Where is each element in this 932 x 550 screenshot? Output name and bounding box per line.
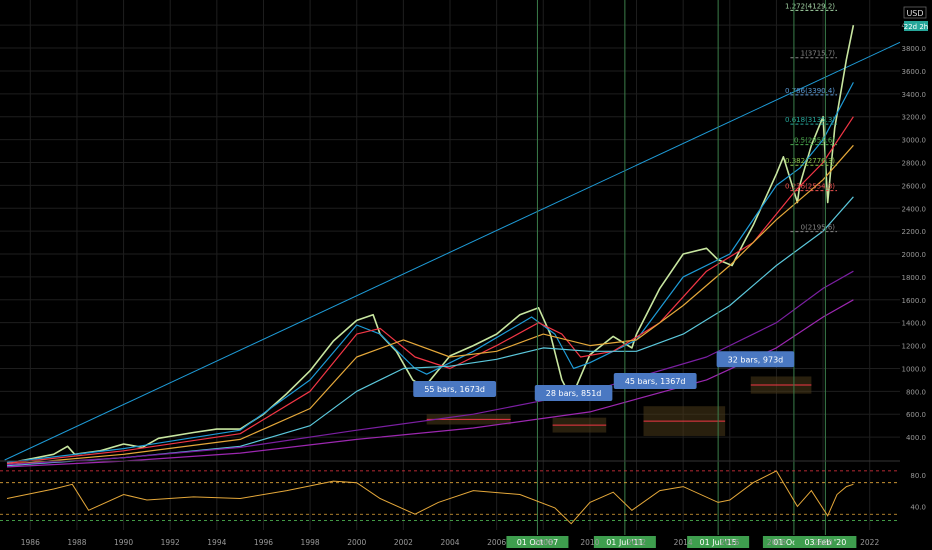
time-tick-label: 1998 [301,538,320,547]
range-boxes [426,376,812,436]
rsi-line [6,470,854,525]
vertical-marker-label: 01 Jul '15 [699,538,736,547]
rsi-tick-label: 80.0 [910,472,926,480]
moving-average-line [6,196,854,467]
bar-count-badge [613,373,697,390]
time-tick-label: 1994 [207,538,226,547]
bar-count-label: 28 bars, 851d [546,389,602,398]
vertical-marker-label: 03 Feb '20 [804,538,846,547]
fib-level-label: 0(2195.6) [801,224,836,232]
rsi-panel: 80.0 40.0 [0,460,926,525]
price-tick-label: 2800.0 [902,159,927,167]
time-axis[interactable]: 1986 1988 1990 1992 1994 1996 1998 2000 2002 2004… [21,538,880,547]
bar-count-label: 55 bars, 1673d [424,385,485,394]
moving-average-line [6,116,854,464]
fib-level-label: 0.5(2955.6) [794,137,835,145]
time-tick-label: 2022 [860,538,879,547]
timer-label: 22d 2h [904,23,928,31]
vertical-marker-badge [593,536,656,548]
time-tick-label: 2000 [347,538,366,547]
grid-lines [0,0,900,530]
price-tick-label: 3200.0 [902,114,927,122]
timer-badge: 22d 2h [904,21,928,31]
time-tick-label: 1988 [67,538,86,547]
price-tick-label: 800.0 [906,388,926,396]
moving-average-line [6,299,854,468]
moving-average-line [6,144,854,466]
vertical-marker-badge [794,536,857,548]
time-tick-label: 2012 [627,538,646,547]
price-tick-label: 1000.0 [902,365,927,373]
fib-level-label: 0.382(2776.3) [785,157,835,165]
fib-level-label: 0.618(3135.3) [785,116,835,124]
time-tick-label: 2014 [674,538,693,547]
price-tick-label: 400.0 [906,434,926,442]
time-tick-label: 2002 [394,538,413,547]
vertical-markers: 01 Oct '07 01 Jul '11 01 Jul '15 01 Oct '18… [506,0,857,548]
price-tick-label: 3600.0 [902,68,927,76]
price-tick-label: 3800.0 [902,45,927,53]
time-tick-label: 1996 [254,538,273,547]
bar-count-label: 32 bars, 973d [728,355,784,364]
time-tick-label: 2006 [487,538,506,547]
vertical-marker-label: 01 Jul '11 [606,538,643,547]
price-tick-label: 1400.0 [902,320,927,328]
time-tick-label: 1990 [114,538,133,547]
price-tick-label: 1800.0 [902,274,927,282]
fib-level-label: 0.236(2554.3) [785,183,835,191]
bar-count-labels: 55 bars, 1673d 28 bars, 851d 45 bars, 1367… [413,351,795,402]
time-tick-label: 2004 [440,538,459,547]
time-tick-label: 2018 [767,538,786,547]
time-tick-label: 1992 [161,538,180,547]
currency-badge: USD [903,6,927,19]
price-tick-label: 1600.0 [902,297,927,305]
bar-count-badge [534,385,613,402]
bar-count-badge [413,381,497,398]
price-tick-label: 3400.0 [902,91,927,99]
fibonacci-levels: 1.272(4129.2) 1(3715.7) 0.786(3390.4) 0.618… [785,2,838,233]
vertical-marker-label: 01 Oct '07 [517,538,558,547]
vertical-marker-badge [687,536,750,548]
vertical-marker-badge [506,536,569,548]
fib-level-label: 0.786(3390.4) [785,87,835,95]
trendline [4,41,901,461]
price-tick-label: 1200.0 [902,343,927,351]
fib-level-label: 1(3715.7) [801,50,836,58]
bar-count-badge [716,351,795,368]
price-tick-label: 600.0 [906,411,926,419]
bar-count-label: 45 bars, 1367d [625,377,686,386]
price-axis[interactable]: 400.0 600.0 800.0 1000.0 1200.0 1400.0 1600.0 1… [902,22,927,442]
price-tick-label: 2000.0 [902,251,927,259]
time-tick-label: 2020 [814,538,833,547]
vertical-marker-label: 01 Oct '18 [773,538,814,547]
currency-label: USD [906,9,923,18]
price-tick-label: 3000.0 [902,137,927,145]
price-tick-label: 2400.0 [902,205,927,213]
time-tick-label: 1986 [21,538,40,547]
price-line [6,25,855,465]
trendline-segment [4,41,901,461]
price-series [6,25,855,468]
moving-average-line [6,270,854,466]
price-tick-label: 2600.0 [902,182,927,190]
time-tick-label: 2010 [580,538,599,547]
rsi-tick-label: 40.0 [910,503,926,511]
fib-level-label: 1.272(4129.2) [785,2,835,10]
price-tick-label: 2200.0 [902,228,927,236]
time-tick-label: 2016 [720,538,739,547]
time-tick-label: 2008 [534,538,553,547]
